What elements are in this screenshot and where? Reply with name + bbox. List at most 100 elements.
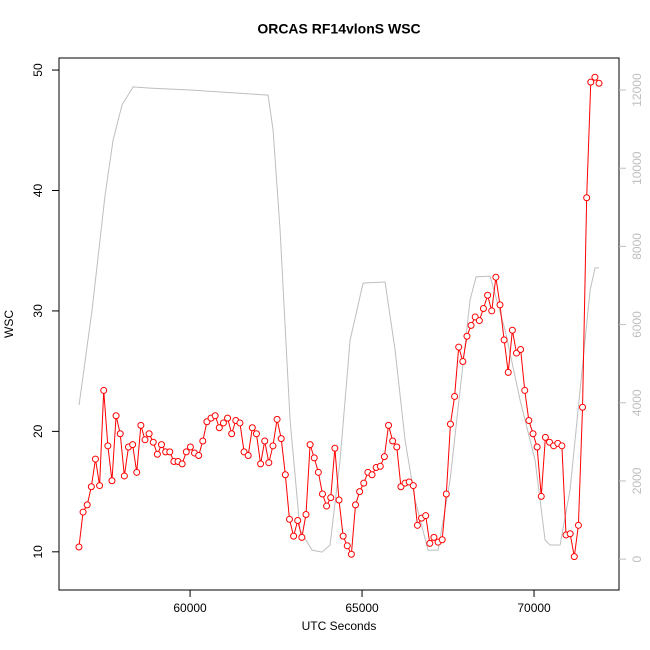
data-point (438, 536, 446, 544)
data-point (120, 472, 128, 480)
data-point (137, 421, 145, 429)
x-tick-label: 65000 (345, 601, 379, 615)
data-point (104, 442, 112, 450)
data-point (385, 421, 393, 429)
data-point (368, 471, 376, 479)
data-point (252, 430, 260, 438)
data-point (224, 414, 232, 422)
data-point (339, 532, 347, 540)
data-point (83, 501, 91, 509)
data-point (413, 521, 421, 529)
data-point (327, 494, 335, 502)
x-axis-title: UTC Seconds (302, 619, 377, 633)
data-point (314, 468, 322, 476)
data-point (145, 430, 153, 438)
data-point (583, 194, 591, 202)
data-point (475, 317, 483, 325)
data-point (158, 441, 166, 449)
data-point (306, 441, 314, 449)
data-point (323, 502, 331, 510)
data-point (178, 460, 186, 468)
y-axis-title: WSC (2, 310, 16, 338)
data-point (566, 530, 574, 538)
data-point (380, 453, 388, 461)
data-point (347, 550, 355, 558)
data-point (133, 468, 141, 476)
data-point (591, 73, 599, 81)
data-point (422, 512, 430, 520)
data-point (541, 433, 549, 441)
data-point (281, 471, 289, 479)
y-tick-label: 50 (31, 63, 45, 77)
y2-tick-label: 2000 (630, 467, 644, 494)
data-point (479, 305, 487, 313)
data-point (570, 553, 578, 561)
data-point (463, 332, 471, 340)
y2-tick-label: 6000 (630, 311, 644, 338)
data-point (248, 424, 256, 432)
data-point (352, 501, 360, 509)
data-point (290, 532, 298, 540)
data-point (579, 403, 587, 411)
y2-tick-label: 12000 (630, 73, 644, 107)
data-point (504, 368, 512, 376)
data-point (537, 492, 545, 500)
data-point (508, 326, 516, 334)
data-point (257, 460, 265, 468)
data-point (285, 515, 293, 523)
data-point (455, 343, 463, 351)
data-point (236, 419, 244, 427)
y2-tick-label: 8000 (630, 233, 644, 260)
data-point (430, 533, 438, 541)
data-point (215, 424, 223, 432)
data-point (409, 482, 417, 490)
data-point (451, 392, 459, 400)
data-point (356, 488, 364, 496)
data-point (182, 448, 190, 456)
data-point (587, 78, 595, 86)
data-point (426, 539, 434, 547)
data-point (91, 455, 99, 463)
data-point (108, 477, 116, 485)
data-point (149, 438, 157, 446)
data-point (244, 451, 252, 459)
plot-frame (58, 57, 620, 591)
data-point (96, 482, 104, 490)
data-point (219, 419, 227, 427)
data-point (343, 542, 351, 550)
data-point (166, 448, 174, 456)
data-point (277, 435, 285, 443)
data-point (529, 430, 537, 438)
data-point (273, 415, 281, 423)
data-point (153, 450, 161, 458)
data-point (376, 462, 384, 470)
data-point (442, 490, 450, 498)
data-point (360, 479, 368, 487)
y2-tick-label: 4000 (630, 389, 644, 416)
data-point (195, 451, 203, 459)
y-tick-label: 10 (31, 545, 45, 559)
data-point (228, 430, 236, 438)
y-tick-label: 20 (31, 424, 45, 438)
data-point (116, 430, 124, 438)
data-point (269, 442, 277, 450)
y-tick-label: 40 (31, 183, 45, 197)
data-point (488, 307, 496, 315)
x-tick-label: 60000 (173, 601, 207, 615)
data-point (318, 490, 326, 498)
data-point (393, 443, 401, 451)
data-point (112, 412, 120, 420)
data-point (298, 533, 306, 541)
y-tick-label: 30 (31, 304, 45, 318)
data-point (261, 437, 269, 445)
data-point (533, 443, 541, 451)
data-point (389, 437, 397, 445)
data-point (75, 543, 83, 551)
data-point (492, 273, 500, 281)
data-point (517, 345, 525, 353)
data-point (186, 443, 194, 451)
data-point (496, 301, 504, 309)
